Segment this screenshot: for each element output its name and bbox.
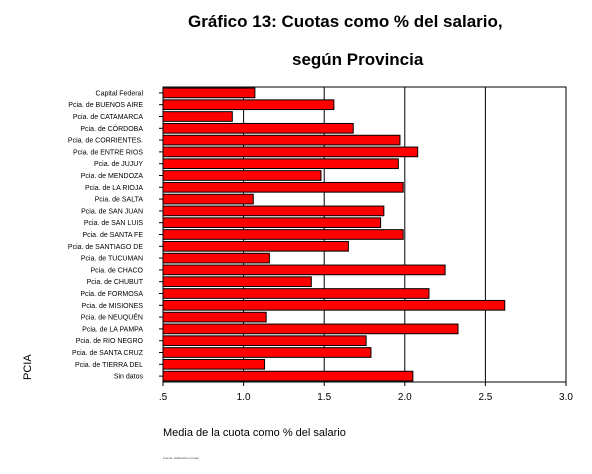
x-tick-label: 3.0 [559,392,573,403]
category-label: Pcia. de LA RIOJA [85,185,143,192]
category-label: Sin datos [114,374,144,381]
category-label: Pcia. de TIERRA DEL [75,362,143,369]
bar [162,276,312,288]
bar [162,358,266,370]
category-label: Pcia. de SANTA FE [82,232,143,239]
category-label: Pcia. de CÓRDOBA [80,124,143,133]
bar [162,323,459,335]
category-label: Pcia. de TUCUMAN [81,256,143,263]
bar [162,299,506,311]
category-label: Pcia. de RIO NEGRO [76,338,144,345]
bar [162,335,367,347]
category-label: Pcia. de SALTA [95,197,144,204]
bar [162,311,267,323]
bar [162,205,385,217]
category-label: Pcia. de CORRIENTES. [68,138,143,145]
x-tick-label: 2.5 [478,392,492,403]
bar [162,122,354,134]
category-label: Pcia. de MENDOZA [81,173,144,180]
category-label: Pcia. de MISIONES [82,303,144,310]
category-label: Pcia. de CATAMARCA [73,114,143,121]
category-label: Capital Federal [96,90,144,97]
y-axis-label: PCIA [22,354,34,380]
chart-title-line1: Gráfico 13: Cuotas como % del salario, [188,12,503,31]
bar [162,370,414,382]
plot-frame [162,86,567,383]
bars [162,87,506,382]
bar [162,158,399,170]
category-labels: Capital Federal Pcia. de BUENOS AIRE Pcia.… [68,90,163,381]
bar [162,229,404,240]
bar [162,264,446,276]
bar [162,217,382,229]
x-tick-label: 2.0 [398,392,412,403]
bar [162,193,254,205]
x-tick-label: .5 [159,392,168,403]
x-tick-label: 1.0 [237,392,251,403]
category-label: Pcia. de SAN LUIS [84,220,143,227]
x-tick-label: 1.5 [317,392,331,403]
category-label: Pcia. de SAN JUAN [81,208,143,215]
bar [162,347,372,358]
bar [162,170,322,181]
x-axis-ticks: .5 1.0 1.5 2.0 2.5 3.0 [159,382,573,403]
x-axis-label: Media de la cuota como % del salario [163,427,346,439]
category-label: Pcia. de SANTA CRUZ [72,350,144,357]
bar [162,111,233,122]
bar [162,252,270,264]
category-label: Pcia. de CHACO [90,267,143,274]
bar [162,240,349,252]
category-label: Pcia. de NEUQUÉN [81,313,143,322]
bar [162,288,430,299]
source-note: Fuente: elaboración propia [163,456,199,460]
bar [162,87,256,99]
bar [162,134,401,146]
chart-title-line2: según Provincia [292,50,424,69]
category-label: Pcia. de SANTIAGO DE [68,244,143,251]
category-label: Pcia. de CHUBUT [87,279,144,286]
category-label: Pcia. de ENTRE RIOS [73,149,143,156]
category-label: Pcia. de BUENOS AIRE [68,102,143,109]
category-label: Pcia. de FORMOSA [80,291,143,298]
bar [162,146,419,158]
category-label: Pcia. de JUJUY [94,161,143,168]
category-label: Pcia. de LA PAMPA [82,326,143,333]
bar [162,99,335,111]
bar [162,181,404,193]
